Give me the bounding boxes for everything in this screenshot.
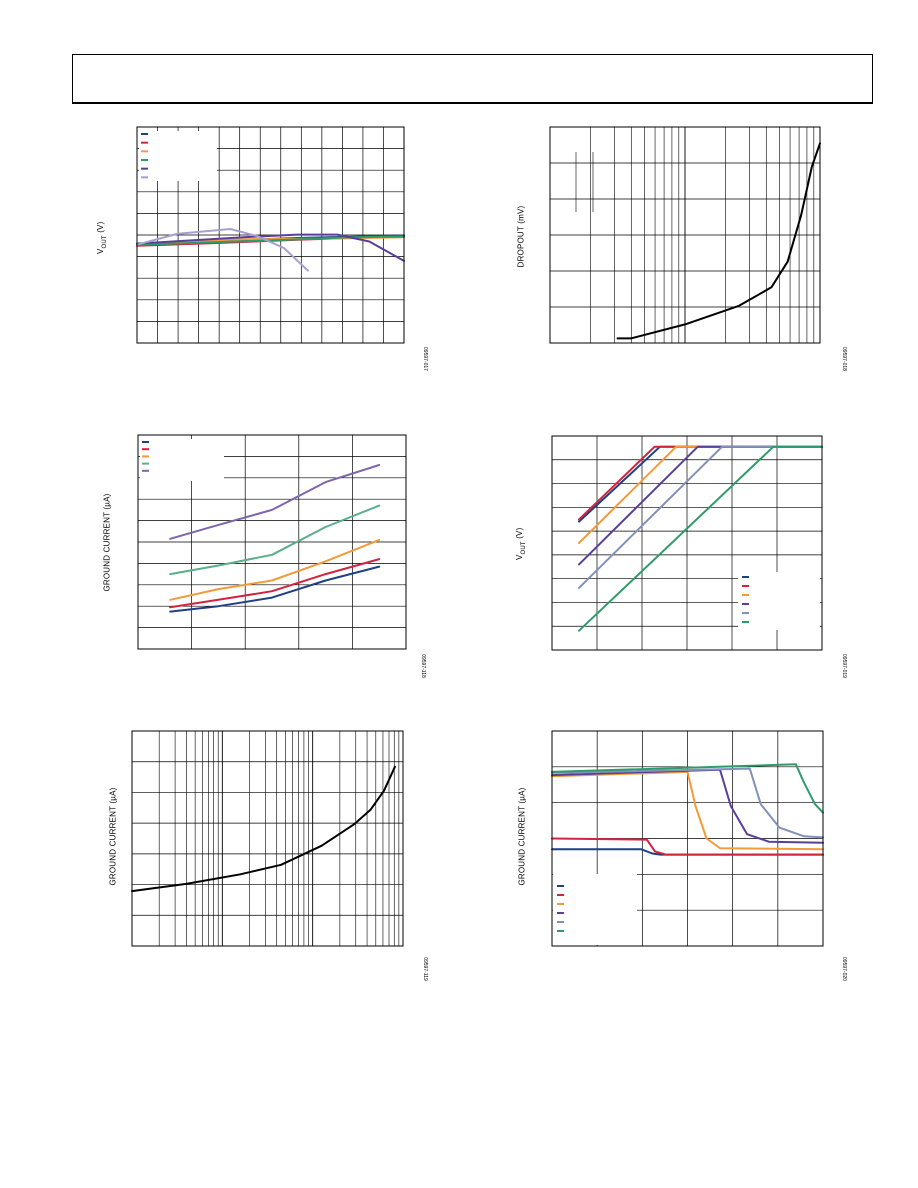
grid xyxy=(132,731,404,946)
legend-box xyxy=(139,131,217,189)
series-line-2 xyxy=(169,558,381,609)
series-line-1 xyxy=(169,565,381,613)
chart-plot-4 xyxy=(551,435,823,651)
figure-id: 09597-018 xyxy=(841,347,847,371)
grid xyxy=(550,127,821,343)
plot-frame xyxy=(137,434,407,650)
figure-id: 09597-119 xyxy=(422,957,428,981)
y-axis-label: DROPOUT (mV) xyxy=(516,205,526,268)
plot-frame xyxy=(551,435,823,651)
chart-plot-5 xyxy=(131,730,404,947)
legend-box xyxy=(140,439,224,481)
legend-box xyxy=(553,874,637,945)
y-axis-label: GROUND CURRENT (µA) xyxy=(108,787,118,886)
series-line-5 xyxy=(551,767,824,839)
y-axis-label: GROUND CURRENT (µA) xyxy=(102,493,112,592)
series-line-1 xyxy=(616,142,821,340)
series-line-3 xyxy=(551,770,824,851)
series-line-5 xyxy=(169,464,381,540)
plot-frame xyxy=(549,126,821,344)
series-line-6 xyxy=(578,445,823,632)
chart-plot-2 xyxy=(549,126,821,344)
figure-id: 09597-019 xyxy=(841,654,847,678)
series-line-2 xyxy=(551,837,824,856)
chart-plot-6 xyxy=(551,730,824,947)
series-line-5 xyxy=(578,445,823,589)
series-line-3 xyxy=(169,538,381,601)
y-axis-label: VOUT (V) xyxy=(515,527,527,561)
series-line-1 xyxy=(131,765,396,893)
plot-frame xyxy=(551,730,824,947)
y-axis-label: VOUT (V) xyxy=(96,221,108,255)
figure-id: 09597-020 xyxy=(841,957,847,981)
chart-plot-3 xyxy=(137,434,407,650)
y-axis-label: GROUND CURRENT (µA) xyxy=(517,787,527,886)
plot-frame xyxy=(131,730,404,947)
chart-plot-1 xyxy=(136,126,405,344)
plot-frame xyxy=(136,126,405,344)
series-line-4 xyxy=(169,504,381,576)
series-line-6 xyxy=(551,763,824,814)
series-line-4 xyxy=(136,235,405,246)
series-line-5 xyxy=(136,233,405,262)
figure-id: 09597-017 xyxy=(422,347,428,371)
legend-box xyxy=(738,572,820,630)
figure-id: 09597-118 xyxy=(420,654,426,678)
series-line-2 xyxy=(578,445,823,521)
page-header-box xyxy=(72,54,873,104)
series-line-6 xyxy=(136,228,309,272)
